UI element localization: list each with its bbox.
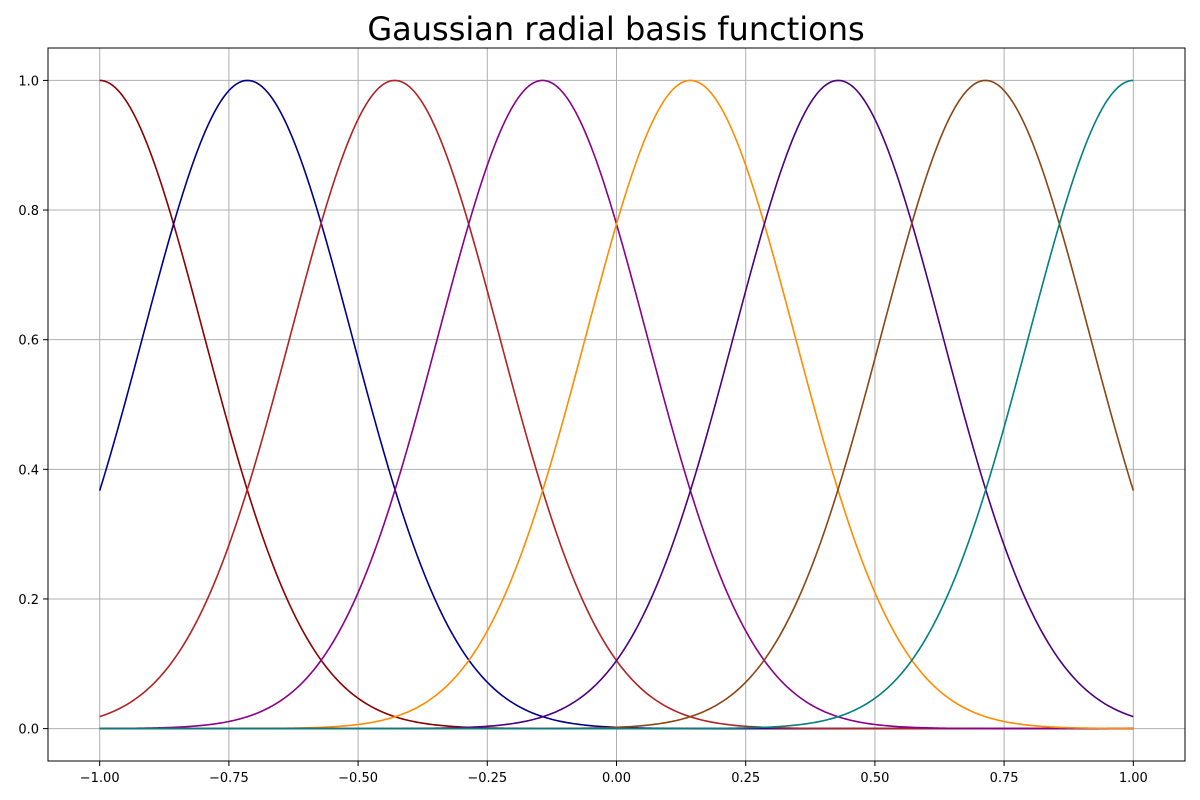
y-tick-label: 0.4 <box>18 463 39 478</box>
y-axis-ticks: 0.0 0.2 0.4 0.6 0.8 1.0 <box>18 74 48 738</box>
x-tick-label: −0.25 <box>467 771 507 786</box>
chart-title: Gaussian radial basis functions <box>367 10 864 48</box>
y-tick-label: 1.0 <box>18 74 39 89</box>
x-axis-ticks: −1.00 −0.75 −0.50 −0.25 0.00 0.25 0.50 0.75 1.00 <box>80 761 1148 786</box>
x-tick-label: −1.00 <box>80 771 120 786</box>
x-tick-label: 0.00 <box>602 771 631 786</box>
series-group <box>98 79 1135 730</box>
x-tick-label: 0.75 <box>990 771 1019 786</box>
x-tick-label: 1.00 <box>1119 771 1148 786</box>
y-tick-label: 0.6 <box>18 334 39 349</box>
x-tick-label: −0.50 <box>338 771 378 786</box>
y-tick-label: 0.8 <box>18 204 39 219</box>
x-tick-label: −0.75 <box>209 771 249 786</box>
grid <box>48 48 1185 761</box>
rbf-series-line-8 <box>99 79 1134 730</box>
x-tick-label: 0.50 <box>860 771 889 786</box>
y-tick-label: 0.2 <box>18 593 39 608</box>
y-tick-label: 0.0 <box>18 723 39 738</box>
x-tick-label: 0.25 <box>731 771 760 786</box>
